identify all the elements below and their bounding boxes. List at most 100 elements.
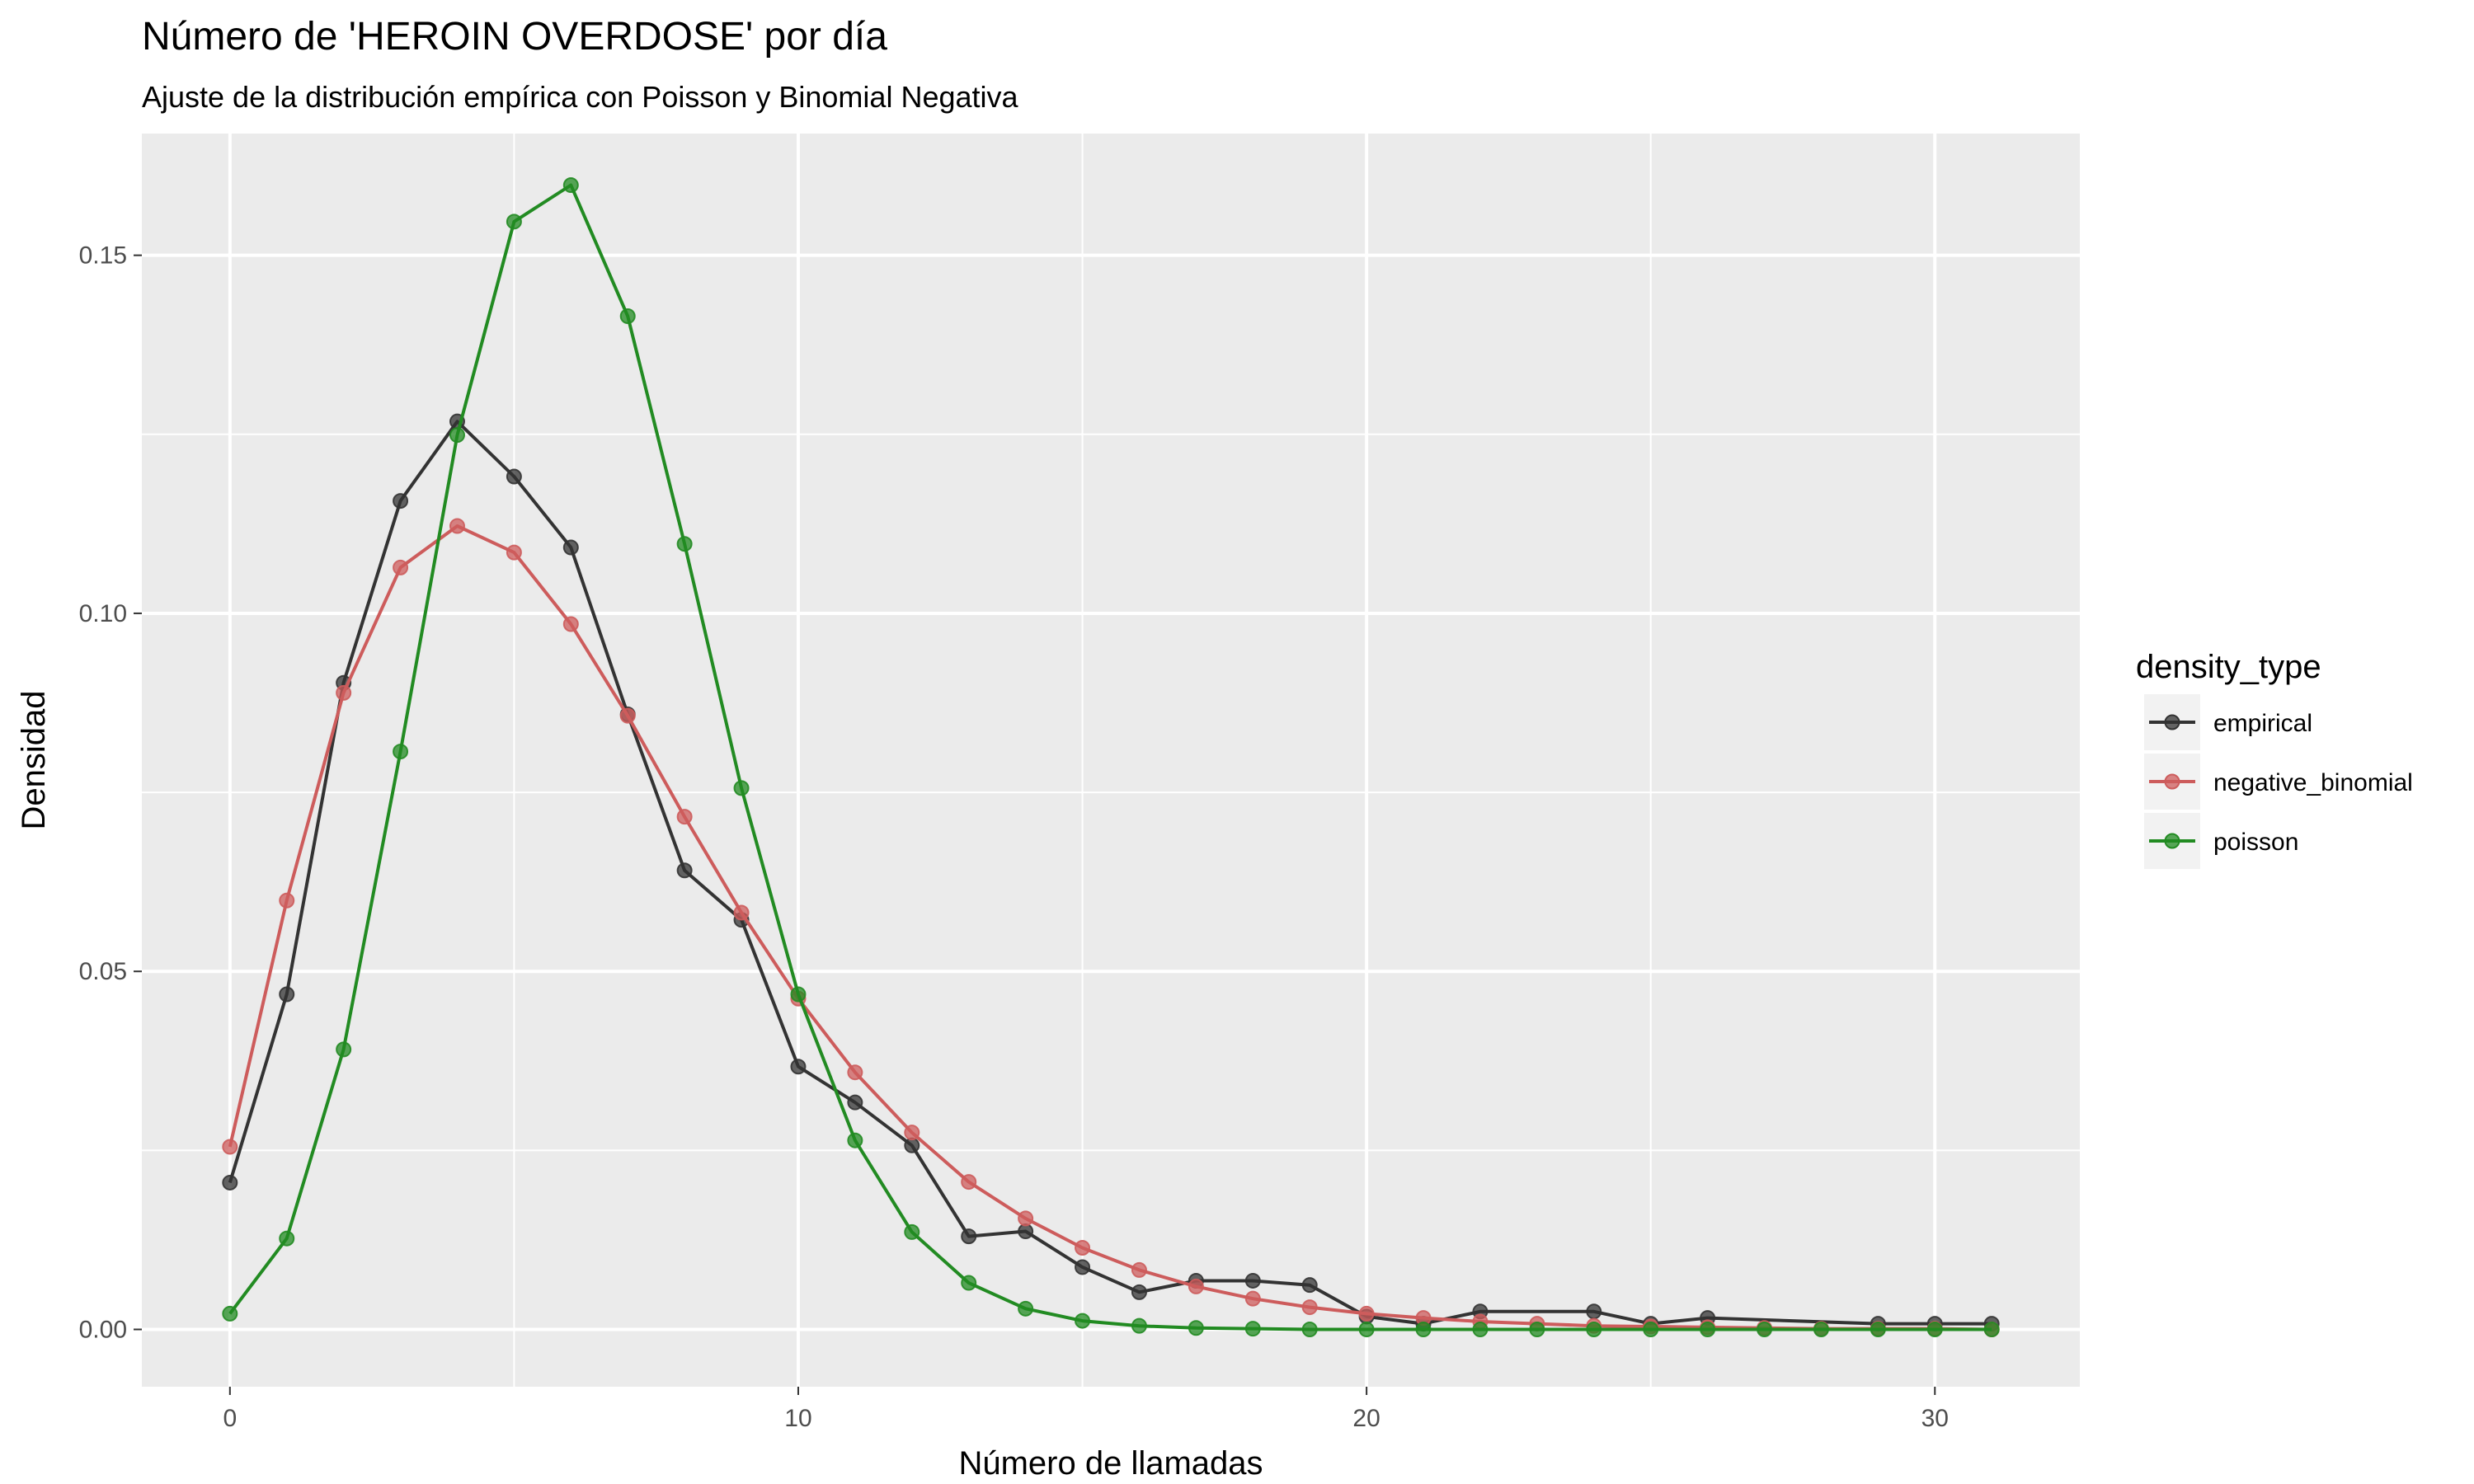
data-point-negative_binomial [1188,1278,1204,1294]
data-point-poisson [790,986,807,1003]
data-point-poisson [1188,1320,1204,1336]
legend-title: density_type [2136,649,2321,685]
y-axis-title: Densidad [16,690,52,829]
series-layer [222,177,2000,1338]
data-point-poisson [449,427,465,444]
data-point-poisson [393,744,409,760]
data-point-empirical [506,468,522,485]
legend-label-empirical: empirical [2213,710,2312,737]
x-tick-label: 30 [1921,1405,1949,1432]
y-axis: 0.00 0.05 0.10 0.15 [79,242,142,1344]
grid-major [142,134,2080,1387]
x-tick-label: 20 [1352,1405,1380,1432]
chart-title: Número de 'HEROIN OVERDOSE' por día [142,15,887,59]
y-tick-label: 0.05 [79,958,127,985]
data-point-poisson [222,1305,238,1322]
data-point-poisson [1301,1322,1318,1338]
series-line-negative_binomial [228,524,1992,1331]
data-point-empirical [393,493,409,510]
data-point-empirical [790,1059,807,1075]
data-point-empirical [961,1228,977,1245]
data-point-negative_binomial [1018,1210,1034,1227]
data-point-poisson [1131,1317,1147,1334]
data-point-poisson [847,1132,863,1148]
data-point-negative_binomial [562,616,579,632]
y-tick-label: 0.15 [79,242,127,270]
series-line-poisson [228,183,1992,1331]
data-point-poisson [1757,1322,1773,1338]
data-point-poisson [1472,1322,1489,1338]
data-point-negative_binomial [847,1064,863,1081]
data-point-empirical [1586,1303,1602,1320]
data-point-negative_binomial [961,1174,977,1190]
legend-item-poisson: poisson [2144,813,2298,869]
data-point-negative_binomial [393,559,409,575]
data-point-negative_binomial [676,809,693,825]
data-point-empirical [222,1174,238,1190]
data-point-poisson [336,1041,352,1058]
x-tick-label: 10 [784,1405,811,1432]
data-point-negative_binomial [1244,1290,1261,1307]
data-point-poisson [562,177,579,194]
data-point-poisson [506,214,522,230]
data-point-poisson [1244,1321,1261,1337]
data-point-empirical [1075,1259,1091,1275]
data-point-poisson [961,1275,977,1291]
data-point-negative_binomial [619,707,636,724]
y-tick-label: 0.00 [79,1317,127,1344]
legend: density_type empirical negative_binomialp… [2136,649,2413,869]
data-point-empirical [279,986,295,1003]
data-point-poisson [904,1223,920,1240]
data-point-negative_binomial [1131,1261,1147,1278]
data-point-empirical [676,862,693,879]
data-point-poisson [1643,1322,1659,1338]
data-point-poisson [1415,1322,1432,1338]
data-point-poisson [1983,1322,2000,1338]
plot-panel [142,134,2080,1387]
data-point-poisson [1075,1313,1091,1329]
data-point-poisson [1586,1322,1602,1338]
data-point-negative_binomial [1358,1305,1375,1322]
data-point-poisson [1870,1322,1886,1338]
data-point-negative_binomial [1075,1239,1091,1256]
data-point-negative_binomial [733,904,750,921]
chart-subtitle: Ajuste de la distribución empírica con P… [142,80,1019,114]
data-point-empirical [1301,1277,1318,1294]
data-point-poisson [733,780,750,796]
data-point-empirical [1018,1223,1034,1240]
x-tick-label: 0 [223,1405,237,1432]
series-poisson [222,177,2000,1338]
data-point-poisson [676,536,693,552]
data-point-poisson [279,1230,295,1247]
legend-item-negative_binomial: negative_binomial [2144,754,2413,810]
data-point-empirical [562,539,579,556]
data-point-poisson [1358,1322,1375,1338]
data-point-empirical [1131,1284,1147,1300]
legend-key-point [2164,714,2180,730]
data-point-negative_binomial [449,518,465,534]
data-point-negative_binomial [904,1125,920,1141]
data-point-negative_binomial [222,1139,238,1155]
y-tick-label: 0.10 [79,600,127,627]
legend-key-point [2164,833,2180,849]
data-point-negative_binomial [279,892,295,909]
data-point-negative_binomial [1301,1299,1318,1316]
legend-item-empirical: empirical [2144,694,2312,750]
data-point-negative_binomial [506,544,522,561]
legend-label-negative_binomial: negative_binomial [2213,769,2413,796]
data-point-poisson [1926,1322,1943,1338]
data-point-empirical [847,1094,863,1111]
data-point-empirical [1244,1272,1261,1289]
data-point-poisson [1813,1322,1829,1338]
data-point-poisson [1018,1300,1034,1317]
data-point-poisson [1529,1322,1545,1338]
legend-key-point [2164,773,2180,790]
data-point-poisson [619,308,636,324]
x-axis-title: Número de llamadas [958,1445,1263,1482]
x-axis: 0 10 20 30 [223,1387,1949,1432]
data-point-negative_binomial [336,684,352,701]
data-point-poisson [1700,1322,1716,1338]
legend-label-poisson: poisson [2213,829,2298,856]
data-point-empirical [904,1137,920,1153]
